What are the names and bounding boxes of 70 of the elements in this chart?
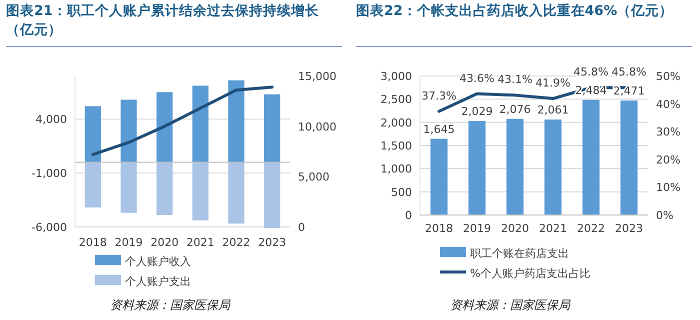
y-tick-label: -1,000 <box>32 166 67 180</box>
legend-label: %个人账户药店支出占比 <box>470 267 590 280</box>
data-label: 2,029 <box>461 104 493 118</box>
bar <box>84 162 101 208</box>
x-tick-label: 2022 <box>222 236 250 249</box>
bar <box>228 80 244 162</box>
y2-tick-label: 15,000 <box>298 70 336 83</box>
chart-title: 图表21：职工个人账户累计结余过去保持持续增长（亿元） <box>6 2 320 40</box>
data-label: 45.8% <box>574 66 608 79</box>
y2-tick-label: 20% <box>656 153 680 166</box>
x-tick-label: 2019 <box>463 222 491 235</box>
y-tick-label: 0 <box>405 209 412 222</box>
line-series <box>91 86 274 156</box>
bar <box>120 100 137 162</box>
x-tick-label: 2023 <box>258 236 286 249</box>
bar <box>620 100 638 215</box>
bar <box>582 100 600 215</box>
y-tick-label: 4,000 <box>36 113 67 126</box>
y-tick-label: 1,000 <box>380 162 412 176</box>
data-label: 43.1% <box>498 73 532 86</box>
y-tick-label: 500 <box>391 186 412 199</box>
x-tick-label: 2023 <box>615 222 643 235</box>
legend-label: 个人账户收入 <box>125 255 191 268</box>
y-tick-label: 1,500 <box>380 140 412 152</box>
bar <box>264 94 280 162</box>
legend-label: 职工个账在药店支出 <box>470 247 569 260</box>
x-tick-label: 2022 <box>577 222 605 235</box>
y2-tick-label: 30% <box>656 126 680 139</box>
y-tick-label: 3,000 <box>380 70 412 83</box>
y2-tick-label: 0% <box>656 209 674 222</box>
bar <box>156 92 173 162</box>
data-label: 43.6% <box>460 72 494 85</box>
y2-tick-label: 40% <box>656 98 680 111</box>
data-label: 45.8% <box>612 66 646 79</box>
bar <box>430 138 448 215</box>
x-tick-label: 2018 <box>425 222 453 235</box>
bar <box>506 118 524 215</box>
bar <box>156 162 173 215</box>
bar <box>544 120 562 215</box>
x-tick-label: 2019 <box>114 236 143 249</box>
y2-tick-label: 5,000 <box>298 170 330 184</box>
y2-tick-label: 0 <box>298 220 305 234</box>
y-tick-label: 2,000 <box>380 116 412 130</box>
x-tick-label: 2021 <box>186 236 214 249</box>
data-label: 1,645 <box>423 122 455 136</box>
y2-tick-label: 10% <box>656 181 680 194</box>
bar <box>264 162 280 228</box>
x-tick-label: 2020 <box>150 236 179 249</box>
data-label: 2,076 <box>499 102 531 116</box>
bar <box>192 86 208 162</box>
y-tick-label: -6,000 <box>32 220 67 234</box>
bar <box>192 162 208 220</box>
data-label: 41.9% <box>536 76 570 90</box>
x-tick-label: 2021 <box>539 222 567 235</box>
data-label: 2,471 <box>613 84 645 98</box>
bar <box>228 162 244 224</box>
chart-title: 图表22：个帐支出占药店收入比重在46%（亿元） <box>356 2 674 21</box>
x-tick-label: 2020 <box>501 222 529 235</box>
legend-label: 个人账户支出 <box>125 275 191 288</box>
data-label: 37.3% <box>422 89 456 102</box>
text: 资料来源：国家医保局 <box>110 297 230 314</box>
data-label: 2,061 <box>537 104 569 117</box>
y2-tick-label: 10,000 <box>298 120 336 134</box>
bar <box>84 106 101 162</box>
bar <box>468 120 486 215</box>
y-tick-label: 2,500 <box>380 93 412 106</box>
y2-tick-label: 50% <box>656 70 680 83</box>
x-tick-label: 2018 <box>78 236 107 249</box>
bar <box>120 162 137 213</box>
text: 资料来源：国家医保局 <box>450 297 570 314</box>
